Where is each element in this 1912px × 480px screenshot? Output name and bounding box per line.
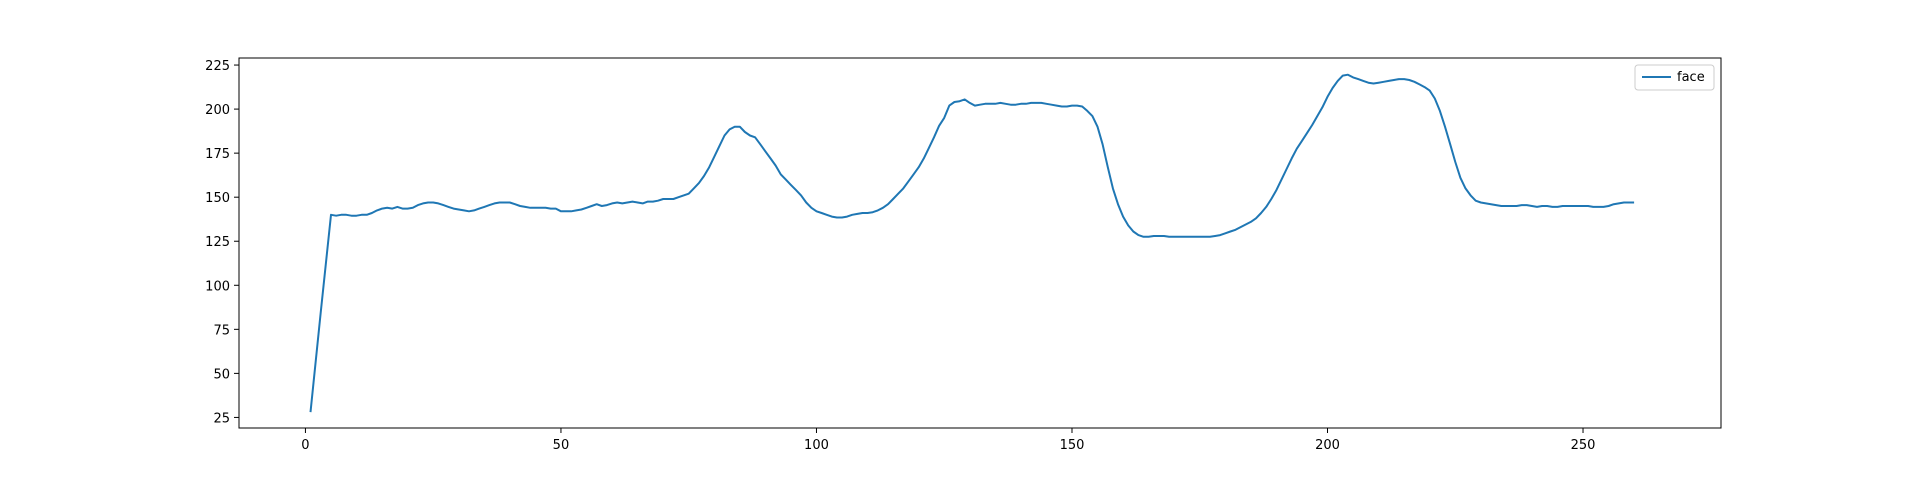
y-tick-label: 225 [205, 59, 230, 74]
plot-frame [238, 57, 1722, 429]
legend-box [1634, 64, 1715, 91]
y-axis: 25 50 75 100 125 150 175 200 225 [205, 59, 239, 426]
plot-area [239, 58, 1721, 428]
x-tick-label: 150 [1060, 438, 1085, 453]
x-axis: 0 50 100 150 200 250 [301, 428, 1595, 453]
y-tick-label: 150 [205, 191, 230, 206]
legend: face [1634, 64, 1715, 91]
y-tick-label: 200 [205, 103, 230, 118]
x-tick-label: 100 [804, 438, 829, 453]
y-tick-label: 125 [205, 235, 230, 250]
y-tick-label: 175 [205, 147, 230, 162]
series-layer [309, 73, 1635, 413]
y-tick-label: 50 [213, 367, 230, 382]
y-tick-label: 75 [213, 323, 230, 338]
legend-label-face: face [1677, 70, 1705, 85]
x-tick-label: 250 [1571, 438, 1596, 453]
y-tick-label: 100 [205, 279, 230, 294]
x-tick-label: 50 [553, 438, 570, 453]
y-tick-label: 25 [213, 411, 230, 426]
series-line-face [309, 73, 1635, 413]
x-tick-label: 0 [301, 438, 309, 453]
x-tick-label: 200 [1315, 438, 1340, 453]
